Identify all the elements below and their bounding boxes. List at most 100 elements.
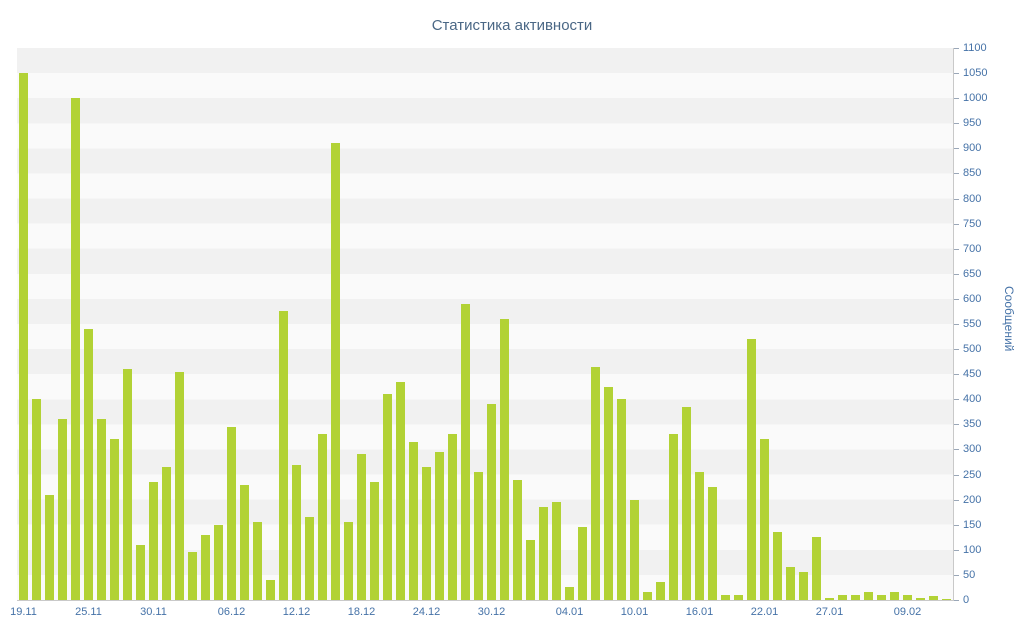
bar[interactable] <box>383 394 392 600</box>
bar[interactable] <box>708 487 717 600</box>
bar[interactable] <box>487 404 496 600</box>
bar[interactable] <box>240 484 249 600</box>
y-tick-mark <box>954 574 959 576</box>
x-tick-label: 06.12 <box>217 606 246 618</box>
x-tick-label: 04.01 <box>555 606 584 618</box>
bar[interactable] <box>448 434 457 600</box>
bar[interactable] <box>175 371 184 600</box>
y-tick-mark <box>954 148 959 150</box>
bar[interactable] <box>786 567 795 600</box>
bar[interactable] <box>877 594 886 600</box>
bar[interactable] <box>318 434 327 600</box>
bar[interactable] <box>396 381 405 600</box>
bar[interactable] <box>162 467 171 600</box>
bar[interactable] <box>929 596 938 600</box>
y-tick-label: 850 <box>963 167 982 180</box>
bar[interactable] <box>760 439 769 600</box>
y-tick-mark <box>954 123 959 125</box>
bar[interactable] <box>370 482 379 600</box>
bar[interactable] <box>292 464 301 600</box>
y-tick-label: 800 <box>963 192 982 205</box>
y-tick-label: 750 <box>963 217 982 230</box>
y-tick-mark <box>954 374 959 376</box>
bar[interactable] <box>838 594 847 600</box>
y-tick-mark <box>954 524 959 526</box>
y-axis: 0 50 100 150 200 250 300 350 400 450 500 550 600 650 7… <box>953 42 1024 606</box>
x-tick-label: 24.12 <box>412 606 441 618</box>
bar[interactable] <box>539 507 548 600</box>
bar[interactable] <box>32 399 41 600</box>
bar[interactable] <box>409 441 418 600</box>
bar[interactable] <box>71 98 80 600</box>
x-tick-label: 30.11 <box>140 606 167 618</box>
bar[interactable] <box>214 524 223 600</box>
bar[interactable] <box>734 594 743 600</box>
bar[interactable] <box>253 522 262 600</box>
bar[interactable] <box>942 598 951 600</box>
bar[interactable] <box>799 572 808 600</box>
y-tick-label: 0 <box>963 594 970 606</box>
y-axis-title: Сообщений <box>1002 286 1016 352</box>
bar[interactable] <box>227 426 236 600</box>
y-tick-label: 450 <box>963 368 982 381</box>
y-tick-label: 250 <box>963 468 982 481</box>
x-tick-label: 19.11 <box>10 606 37 618</box>
bar[interactable] <box>84 329 93 600</box>
y-tick-mark <box>954 223 959 225</box>
bar[interactable] <box>851 594 860 600</box>
bar[interactable] <box>58 419 67 600</box>
bar[interactable] <box>656 582 665 600</box>
bar[interactable] <box>903 594 912 600</box>
bar[interactable] <box>279 311 288 600</box>
y-tick-label: 350 <box>963 418 982 431</box>
bar[interactable] <box>422 467 431 600</box>
bar[interactable] <box>474 472 483 600</box>
bar[interactable] <box>513 479 522 600</box>
y-tick-label: 650 <box>963 267 982 280</box>
bar[interactable] <box>331 143 340 600</box>
bar[interactable] <box>45 494 54 600</box>
bar[interactable] <box>552 502 561 600</box>
bar[interactable] <box>916 597 925 600</box>
bar[interactable] <box>123 369 132 600</box>
bar[interactable] <box>136 544 145 600</box>
y-tick-label: 300 <box>963 443 982 456</box>
bar[interactable] <box>890 592 899 600</box>
bar[interactable] <box>864 592 873 600</box>
bar[interactable] <box>630 499 639 600</box>
bar[interactable] <box>149 482 158 600</box>
x-tick-label: 12.12 <box>282 606 311 618</box>
bar[interactable] <box>682 406 691 600</box>
bar[interactable] <box>721 594 730 600</box>
bar[interactable] <box>435 451 444 600</box>
bar[interactable] <box>500 318 509 600</box>
bar[interactable] <box>201 534 210 600</box>
bar[interactable] <box>747 339 756 600</box>
bar[interactable] <box>305 517 314 600</box>
bar[interactable] <box>97 419 106 600</box>
bar[interactable] <box>825 597 834 600</box>
bar[interactable] <box>669 434 678 600</box>
bar[interactable] <box>344 522 353 600</box>
y-tick-label: 1100 <box>963 42 987 54</box>
bar[interactable] <box>357 454 366 600</box>
y-tick-mark <box>954 298 959 300</box>
bar[interactable] <box>461 303 470 600</box>
bar[interactable] <box>604 386 613 600</box>
bar[interactable] <box>812 537 821 600</box>
y-tick-label: 400 <box>963 393 982 406</box>
bar[interactable] <box>188 552 197 600</box>
y-tick-mark <box>954 273 959 275</box>
y-tick-mark <box>954 248 959 250</box>
bar[interactable] <box>565 587 574 600</box>
bar[interactable] <box>110 439 119 600</box>
bar[interactable] <box>773 532 782 600</box>
bar[interactable] <box>617 399 626 600</box>
bar[interactable] <box>526 539 535 600</box>
bar[interactable] <box>266 579 275 600</box>
bar[interactable] <box>19 73 28 600</box>
bar[interactable] <box>695 472 704 600</box>
bar[interactable] <box>643 592 652 600</box>
bar[interactable] <box>591 366 600 600</box>
bar[interactable] <box>578 527 587 600</box>
